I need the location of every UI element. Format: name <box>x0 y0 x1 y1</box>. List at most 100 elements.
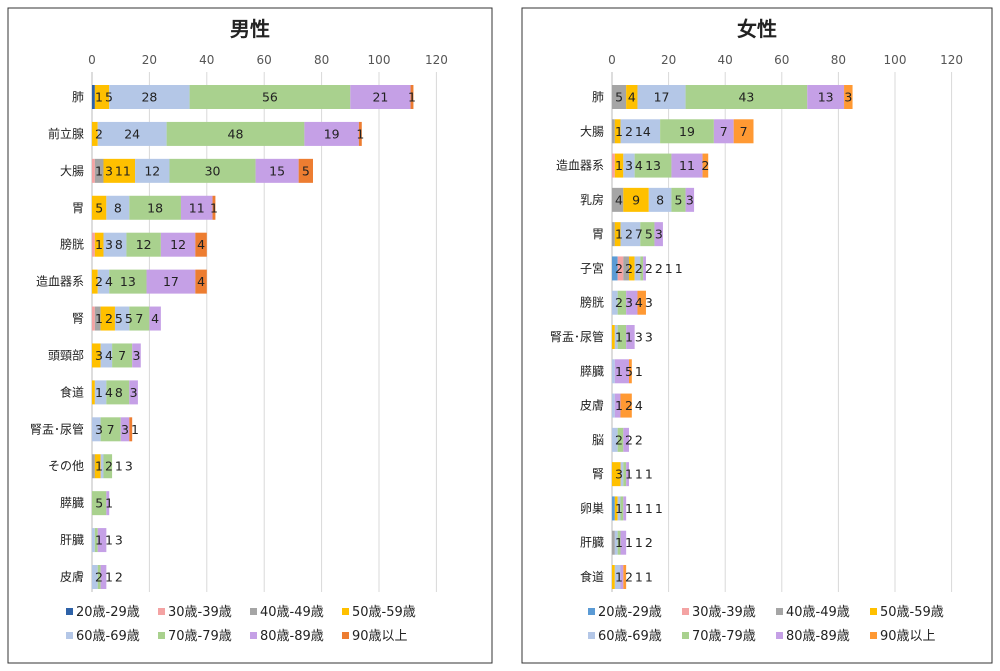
category-label: 腎 <box>72 312 84 326</box>
data-label: 1 <box>625 330 633 345</box>
data-label: 3 <box>133 348 141 363</box>
chart-title: 女性 <box>737 17 777 41</box>
data-label: 2 <box>615 432 623 447</box>
data-label: 3 <box>125 459 133 474</box>
data-label: 3 <box>95 348 103 363</box>
data-label: 18 <box>147 200 163 215</box>
x-tick-label: 120 <box>425 53 448 67</box>
x-tick-label: 0 <box>88 53 96 67</box>
bar-segment <box>617 256 624 281</box>
data-label: 2 <box>645 261 653 276</box>
legend-label: 50歳-59歳 <box>352 605 416 620</box>
bar-segment <box>660 119 714 144</box>
data-label: 2 <box>625 398 633 413</box>
x-tick-label: 80 <box>831 53 846 67</box>
bar-segment <box>129 306 150 331</box>
bar-segment <box>92 343 101 368</box>
data-label: 1 <box>625 501 633 516</box>
data-label: 19 <box>324 126 340 141</box>
bar-segment <box>97 121 167 146</box>
data-label: 3 <box>105 163 113 178</box>
data-label: 48 <box>228 126 244 141</box>
data-label: 5 <box>115 311 123 326</box>
legend-swatch <box>342 608 349 615</box>
bar-segment <box>120 417 130 442</box>
bar-segment <box>617 427 624 452</box>
category-label: 膀胱 <box>580 295 604 310</box>
bar-segment <box>195 269 207 294</box>
legend-swatch <box>342 632 349 639</box>
bar-segment <box>132 343 141 368</box>
bar-segment <box>648 187 672 212</box>
bar-segment <box>617 325 627 349</box>
data-label: 1 <box>615 364 623 379</box>
bar-segment <box>640 256 644 281</box>
data-label: 2 <box>615 261 623 276</box>
category-label: 腎盂･尿管 <box>550 329 604 344</box>
data-label: 12 <box>144 163 160 178</box>
bar-segment <box>92 454 95 479</box>
bar-segment <box>298 158 313 183</box>
data-label: 1 <box>635 570 643 585</box>
data-label: 3 <box>130 385 138 400</box>
bar-segment <box>623 462 627 487</box>
bar-segment <box>623 256 629 281</box>
legend-label: 90歳以上 <box>352 629 408 644</box>
bar-segment <box>614 530 618 555</box>
bar-segment <box>135 158 170 183</box>
bar-segment <box>640 222 655 247</box>
legend-swatch <box>66 632 73 639</box>
data-label: 2 <box>655 261 663 276</box>
data-label: 3 <box>625 158 633 173</box>
data-label: 4 <box>615 192 623 207</box>
legend-swatch <box>158 608 165 615</box>
bar-segment <box>106 491 110 516</box>
category-label: 皮膚 <box>60 569 84 584</box>
bar-segment <box>109 85 190 109</box>
data-label: 1 <box>95 237 103 252</box>
data-label: 1 <box>615 501 623 516</box>
data-label: 3 <box>645 295 653 310</box>
bar-segment <box>637 290 646 315</box>
data-label: 12 <box>136 237 152 252</box>
bar-segment <box>614 153 624 178</box>
data-label: 2 <box>95 274 103 289</box>
bar-segment <box>617 496 621 521</box>
bar-segment <box>97 269 110 294</box>
legend-label: 70歳-79歳 <box>168 629 232 644</box>
data-label: 2 <box>625 261 633 276</box>
legend-label: 30歳-39歳 <box>692 605 756 620</box>
category-label: 食道 <box>60 384 84 399</box>
legend-swatch <box>776 608 783 615</box>
x-tick-label: 40 <box>718 53 733 67</box>
bar-segment <box>614 565 621 589</box>
data-label: 1 <box>95 163 103 178</box>
legend-swatch <box>588 632 595 639</box>
bar-segment <box>617 530 621 555</box>
legend-label: 80歳-89歳 <box>786 629 850 644</box>
bar-segment <box>92 528 95 553</box>
data-label: 1 <box>655 501 663 516</box>
data-label: 3 <box>686 192 694 207</box>
data-label: 5 <box>615 90 623 105</box>
category-label: 乳房 <box>580 192 604 207</box>
data-label: 1 <box>635 535 643 550</box>
legend-swatch <box>870 608 877 615</box>
bar-segment <box>103 232 127 257</box>
data-label: 1 <box>675 261 683 276</box>
bar-segment <box>94 306 101 331</box>
bar-segment <box>112 343 133 368</box>
bar-segment <box>612 187 624 212</box>
bar-segment <box>304 121 359 146</box>
legend-swatch <box>66 608 73 615</box>
bar-segment <box>614 119 621 144</box>
data-label: 2 <box>625 124 633 139</box>
data-label: 3 <box>655 227 663 242</box>
bar-segment <box>671 187 686 212</box>
data-label: 5 <box>625 364 633 379</box>
data-label: 28 <box>141 90 157 105</box>
data-label: 1 <box>615 398 623 413</box>
bar-segment <box>685 85 808 109</box>
data-label: 11 <box>189 200 205 215</box>
data-label: 2 <box>701 158 709 173</box>
